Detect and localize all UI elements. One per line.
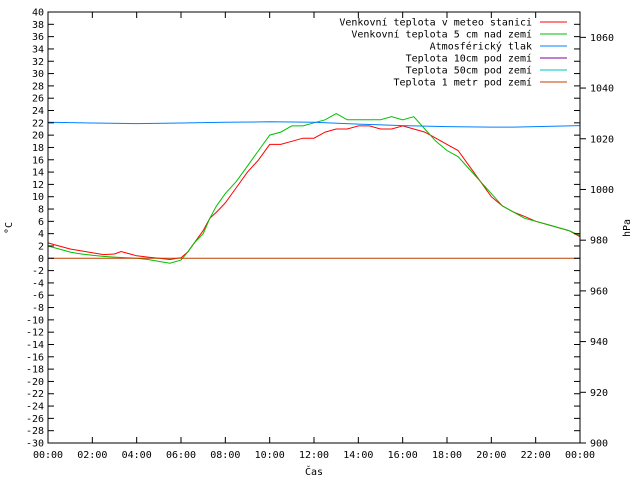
- y-tick-label: -14: [26, 340, 44, 351]
- series-line-3: [47, 121, 581, 128]
- x-tick-label: 12:00: [299, 450, 329, 461]
- y-tick-label: 10: [32, 192, 44, 203]
- y-tick-label: 40: [32, 8, 44, 19]
- legend: Venkovní teplota v meteo staniciVenkovní…: [339, 17, 567, 89]
- y-tick-label: 22: [32, 118, 44, 129]
- legend-label: Atmosférický tlak: [430, 41, 532, 53]
- y2-axis-label: hPa: [622, 219, 633, 237]
- y-tick-label: -28: [26, 426, 44, 437]
- legend-label: Venkovní teplota v meteo stanici: [339, 17, 532, 29]
- y2-tick-label: 900: [590, 439, 608, 450]
- legend-label: Teplota 1 metr pod zemí: [394, 77, 532, 89]
- y-tick-label: 18: [32, 143, 44, 154]
- x-tick-label: 02:00: [77, 450, 107, 461]
- y-tick-label: -10: [26, 315, 44, 326]
- legend-label: Venkovní teplota 5 cm nad zemí: [351, 29, 532, 41]
- y-tick-label: 8: [38, 205, 44, 216]
- y-tick-label: 30: [32, 69, 44, 80]
- legend-label: Teplota 50cm pod zemí: [406, 65, 532, 77]
- plot-lines: [47, 113, 581, 264]
- x-tick-label: 14:00: [343, 450, 373, 461]
- y2-tick-label: 1000: [590, 185, 614, 196]
- x-tick-label: 04:00: [122, 450, 152, 461]
- x-axis-label: Čas: [305, 465, 323, 478]
- y2-tick-label: 940: [590, 337, 608, 348]
- y-axis-left: 4038363432302826242220181614121086420-2-…: [26, 8, 580, 450]
- y-tick-label: -12: [26, 328, 44, 339]
- y2-tick-label: 1020: [590, 134, 614, 145]
- y-tick-label: 24: [32, 106, 44, 117]
- y-tick-label: -20: [26, 377, 44, 388]
- legend-label: Teplota 10cm pod zemí: [406, 53, 532, 65]
- y-axis-right: 1060 1040 1020 1000 980 960 940 920 900: [580, 33, 614, 450]
- y-tick-label: 16: [32, 155, 44, 166]
- x-tick-label: 00:00: [565, 450, 595, 461]
- x-tick-label: 06:00: [166, 450, 196, 461]
- y-axis-label: °C: [4, 222, 15, 234]
- y-tick-label: 26: [32, 94, 44, 105]
- y2-tick-label: 1040: [590, 84, 614, 95]
- y-tick-label: 6: [38, 217, 44, 228]
- y-tick-label: -30: [26, 439, 44, 450]
- y-tick-label: 12: [32, 180, 44, 191]
- y-tick-label: 0: [38, 254, 44, 265]
- x-tick-label: 20:00: [476, 450, 506, 461]
- y-tick-label: -8: [32, 303, 44, 314]
- x-tick-label: 16:00: [388, 450, 418, 461]
- y-tick-label: -22: [26, 389, 44, 400]
- x-tick-label: 00:00: [33, 450, 63, 461]
- y-tick-label: -4: [32, 278, 44, 289]
- y-tick-label: 14: [32, 168, 44, 179]
- y-tick-label: 2: [38, 241, 44, 252]
- y-tick-label: 32: [32, 57, 44, 68]
- y-tick-label: 28: [32, 81, 44, 92]
- y-tick-label: -2: [32, 266, 44, 277]
- y2-tick-label: 980: [590, 236, 608, 247]
- x-tick-label: 10:00: [255, 450, 285, 461]
- y-tick-label: 34: [32, 44, 44, 55]
- y2-tick-label: 1060: [590, 33, 614, 44]
- y-tick-label: -16: [26, 352, 44, 363]
- y-tick-label: -6: [32, 291, 44, 302]
- y-tick-label: -24: [26, 402, 44, 413]
- x-tick-label: 08:00: [210, 450, 240, 461]
- y-tick-label: -18: [26, 365, 44, 376]
- y-tick-label: 38: [32, 20, 44, 31]
- y2-tick-label: 920: [590, 388, 608, 399]
- series-line-1: [47, 125, 581, 261]
- y-tick-label: -26: [26, 414, 44, 425]
- y-tick-label: 20: [32, 131, 44, 142]
- series-line-2: [47, 113, 581, 264]
- y-tick-label: 36: [32, 32, 44, 43]
- y-tick-label: 4: [38, 229, 44, 240]
- x-axis: 00:00 02:00 04:00 06:00 08:00 10:00 12:00 14:00…: [33, 12, 595, 461]
- x-tick-label: 22:00: [521, 450, 551, 461]
- y2-tick-label: 960: [590, 286, 608, 297]
- x-tick-label: 18:00: [432, 450, 462, 461]
